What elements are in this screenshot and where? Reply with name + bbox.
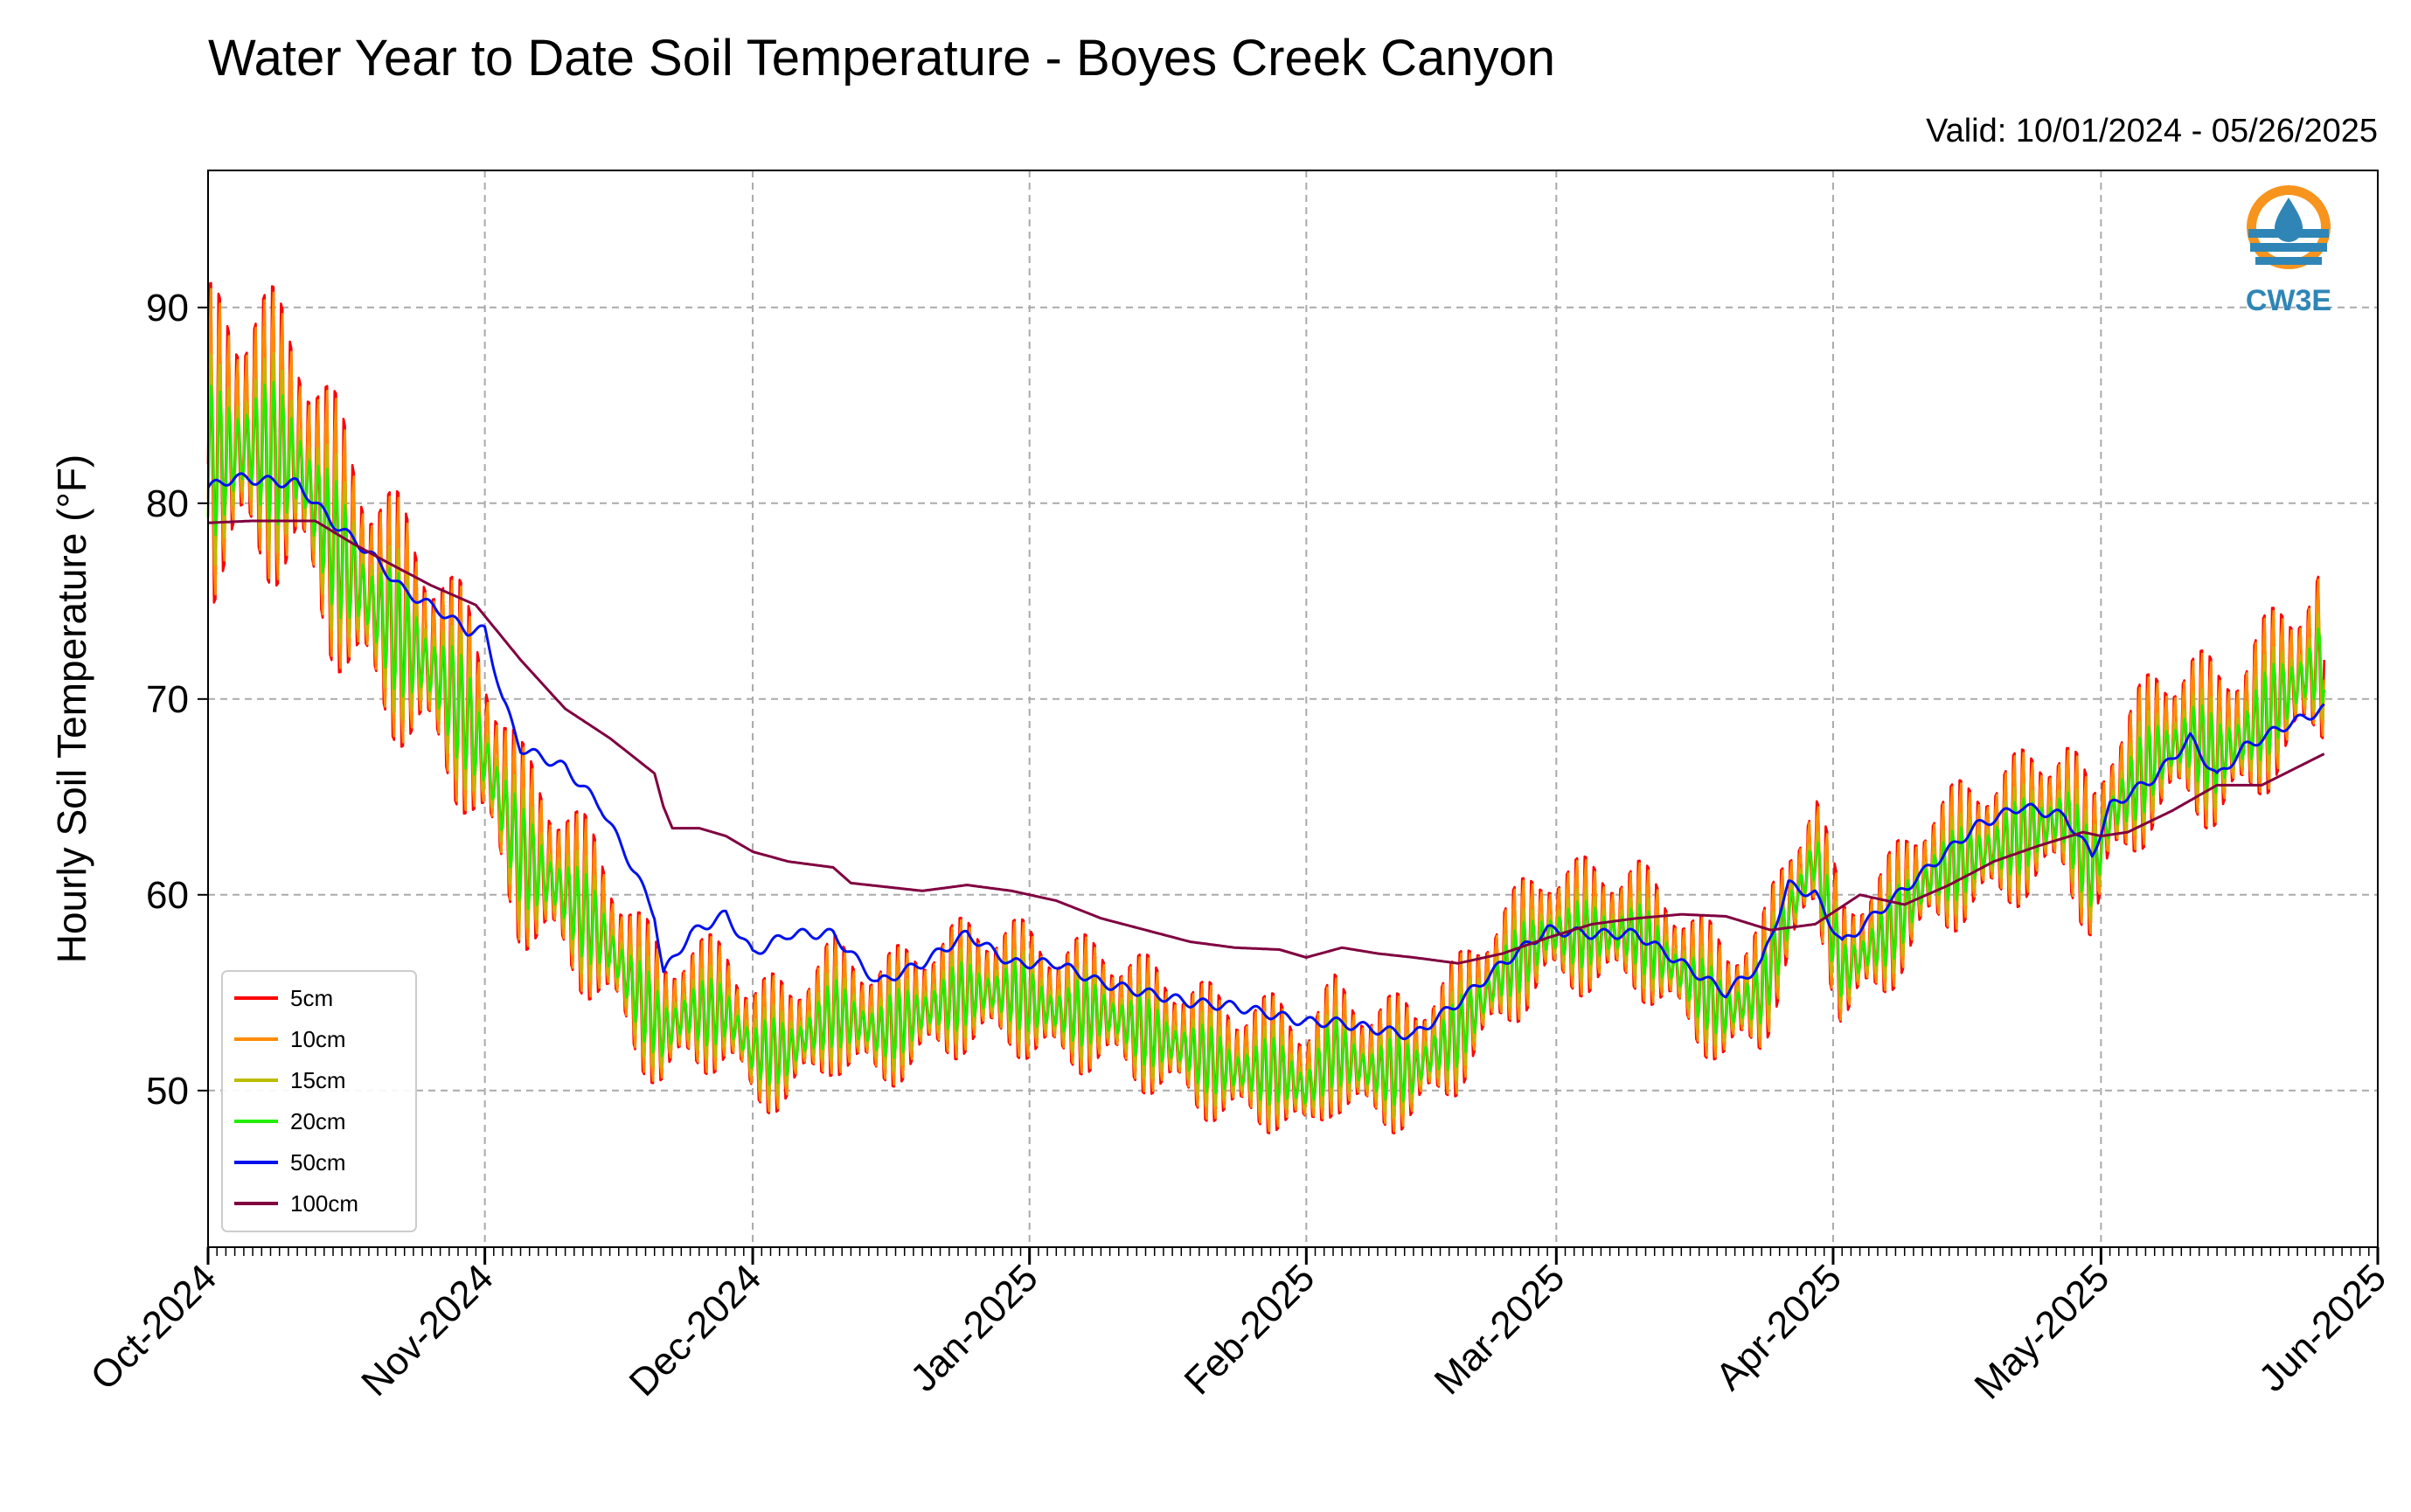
logo-wave-icon: [2255, 257, 2322, 265]
legend: 5cm 10cm 15cm 20cm 50cm 100cm: [221, 970, 417, 1232]
series-line-10cm: [206, 288, 2325, 1133]
logo-wave-icon: [2250, 243, 2327, 252]
y-tick-label: 90: [146, 287, 189, 329]
legend-label-5cm: 5cm: [290, 985, 333, 1011]
legend-label-20cm: 20cm: [290, 1108, 346, 1134]
x-tick-label: Apr-2025: [1707, 1256, 1850, 1398]
logo-text: CW3E: [2246, 284, 2331, 317]
axes: 50 60 70 80 90 Oct-2024 Nov-2024 Dec-2024 Jan-20…: [82, 287, 2394, 1408]
x-tick-label: Nov-2024: [353, 1256, 502, 1404]
x-tick-label: Jun-2025: [2251, 1256, 2394, 1399]
plot-frame: [207, 170, 2379, 1248]
series-line-20cm: [206, 380, 2325, 1106]
y-tick-label: 60: [146, 874, 189, 917]
y-tick-label: 80: [146, 482, 189, 525]
chart-subtitle: Valid: 10/01/2024 - 05/26/2025: [1926, 113, 2378, 149]
cw3e-logo: CW3E: [2246, 185, 2331, 317]
series-layer: [206, 281, 2325, 1134]
x-tick-label: May-2025: [1966, 1256, 2117, 1407]
x-minor-ticks: [207, 1247, 2379, 1256]
chart-title: Water Year to Date Soil Temperature - Bo…: [208, 30, 1555, 87]
legend-label-50cm: 50cm: [290, 1149, 346, 1176]
legend-label-10cm: 10cm: [290, 1026, 346, 1052]
x-tick-label: Dec-2024: [622, 1256, 770, 1404]
x-tick-label: Jan-2025: [902, 1256, 1046, 1399]
series-line-100cm: [207, 519, 2325, 965]
x-tick-label: Oct-2024: [82, 1256, 225, 1398]
y-axis-label: Hourly Soil Temperature (°F): [49, 454, 94, 964]
series-line-15cm: [206, 351, 2325, 1120]
series-line-50cm: [206, 472, 2325, 1041]
legend-label-100cm: 100cm: [290, 1190, 358, 1217]
series-line-5cm: [206, 281, 2325, 1134]
y-tick-label: 50: [146, 1070, 189, 1113]
legend-box: [221, 970, 417, 1232]
y-tick-label: 70: [146, 678, 189, 721]
logo-drop-icon: [2275, 198, 2303, 242]
x-tick-label: Mar-2025: [1427, 1256, 1574, 1403]
x-tick-label: Feb-2025: [1177, 1256, 1324, 1403]
legend-label-15cm: 15cm: [290, 1067, 346, 1093]
